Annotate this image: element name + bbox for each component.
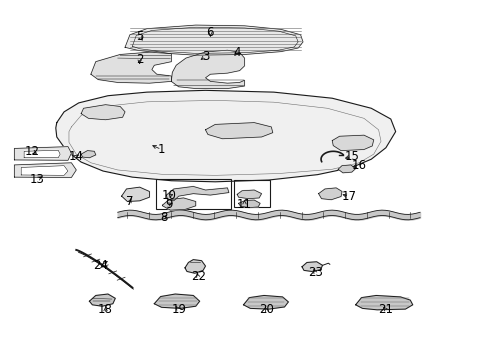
Polygon shape xyxy=(205,123,272,139)
Bar xyxy=(156,179,231,210)
Polygon shape xyxy=(318,188,341,200)
Text: 18: 18 xyxy=(98,303,113,316)
Polygon shape xyxy=(21,166,68,175)
Polygon shape xyxy=(331,135,373,150)
Text: 9: 9 xyxy=(165,198,172,211)
Text: 13: 13 xyxy=(30,173,44,186)
Polygon shape xyxy=(237,190,261,199)
Polygon shape xyxy=(122,187,149,202)
Text: 20: 20 xyxy=(259,303,273,316)
Polygon shape xyxy=(162,198,195,210)
Polygon shape xyxy=(154,294,199,309)
Text: 1: 1 xyxy=(158,143,165,156)
Text: 22: 22 xyxy=(190,270,205,283)
Polygon shape xyxy=(91,51,171,83)
Polygon shape xyxy=(238,200,260,208)
Polygon shape xyxy=(337,165,355,173)
Polygon shape xyxy=(56,90,395,182)
Polygon shape xyxy=(14,163,76,177)
Bar xyxy=(233,180,270,207)
Text: 21: 21 xyxy=(378,303,393,316)
Polygon shape xyxy=(355,296,412,310)
Text: 14: 14 xyxy=(69,150,83,163)
Polygon shape xyxy=(14,147,71,160)
Polygon shape xyxy=(184,260,205,273)
Text: 8: 8 xyxy=(160,211,167,224)
Text: 2: 2 xyxy=(136,53,143,66)
Text: 12: 12 xyxy=(25,145,40,158)
Text: 16: 16 xyxy=(351,159,366,172)
Polygon shape xyxy=(81,150,96,158)
Text: 4: 4 xyxy=(233,46,241,59)
Text: 23: 23 xyxy=(307,266,322,279)
Polygon shape xyxy=(81,105,125,120)
Text: 7: 7 xyxy=(126,195,133,208)
Text: 19: 19 xyxy=(171,303,186,316)
Text: 11: 11 xyxy=(237,198,251,211)
Polygon shape xyxy=(166,186,228,201)
Text: 17: 17 xyxy=(341,190,356,203)
Text: 5: 5 xyxy=(136,30,143,43)
Polygon shape xyxy=(24,150,60,158)
Polygon shape xyxy=(89,294,115,306)
Text: 3: 3 xyxy=(202,50,209,63)
Polygon shape xyxy=(125,25,303,55)
Text: 15: 15 xyxy=(344,150,359,163)
Text: 6: 6 xyxy=(206,27,214,40)
Polygon shape xyxy=(302,262,322,271)
Polygon shape xyxy=(171,50,244,89)
Polygon shape xyxy=(243,296,288,309)
Text: 10: 10 xyxy=(161,189,176,202)
Text: 24: 24 xyxy=(93,259,108,272)
